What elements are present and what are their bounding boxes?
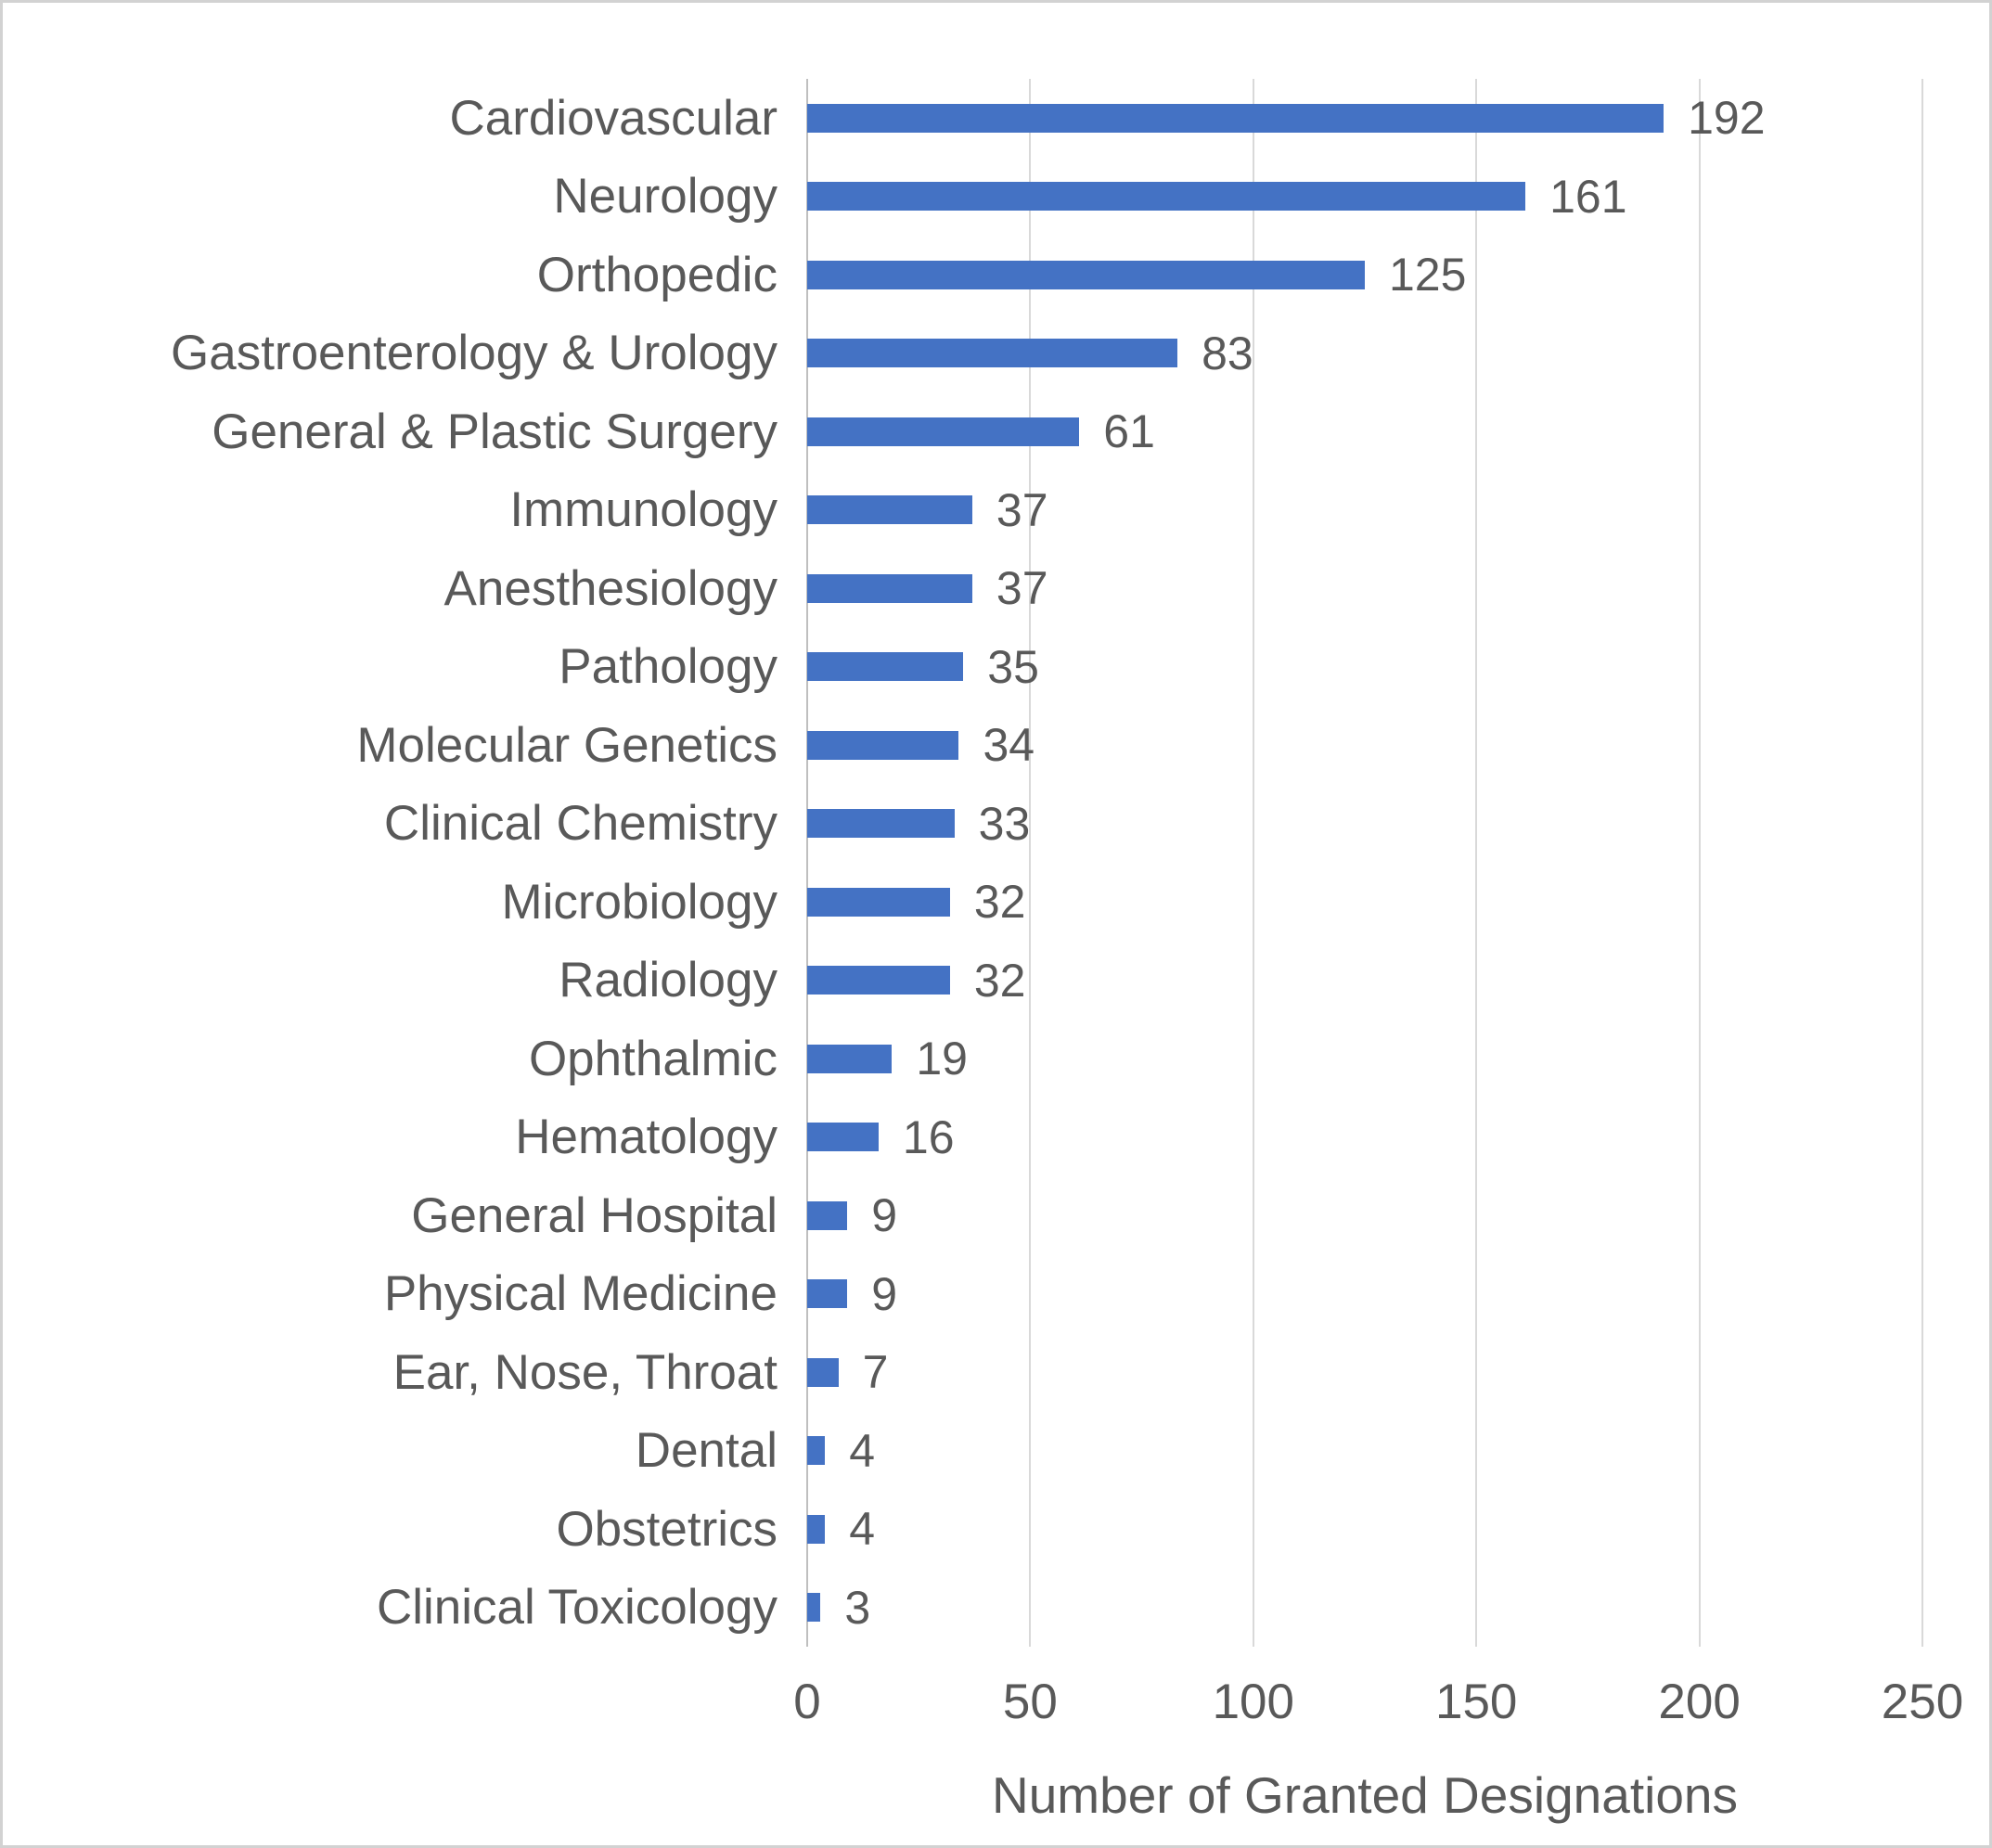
- category-label: Pathology: [559, 639, 778, 695]
- x-tick-label: 150: [1434, 1675, 1518, 1729]
- category-label: Orthopedic: [536, 247, 778, 302]
- data-label: 33: [978, 797, 1031, 850]
- x-axis-title: Number of Granted Designations: [991, 1766, 1739, 1824]
- bar: [807, 1044, 893, 1073]
- x-tick-label: 200: [1658, 1675, 1741, 1729]
- category-label: Clinical Chemistry: [383, 796, 778, 852]
- category-label: Anesthesiology: [443, 560, 778, 616]
- bar-row: 9: [807, 1176, 1922, 1255]
- x-tick-label: 250: [1881, 1675, 1964, 1729]
- bar-row: 34: [807, 706, 1922, 785]
- data-label: 9: [871, 1267, 898, 1320]
- x-tick-label: 50: [1002, 1675, 1058, 1729]
- data-label: 4: [849, 1424, 876, 1477]
- gridline-150: [1475, 79, 1478, 1647]
- category-label: General Hospital: [411, 1187, 778, 1243]
- bar-row: 7: [807, 1333, 1922, 1412]
- bar-row: 83: [807, 314, 1922, 393]
- category-label: Gastroenterology & Urology: [171, 326, 778, 381]
- bar: [807, 260, 1365, 289]
- category-axis-labels: Cardiovascular Neurology Orthopedic Gastroe…: [0, 79, 778, 1647]
- bar: [807, 1436, 826, 1466]
- bar: [807, 1593, 821, 1623]
- category-label: Microbiology: [501, 874, 778, 930]
- data-label: 192: [1688, 92, 1766, 145]
- bar-row: 35: [807, 628, 1922, 707]
- x-tick-label: 100: [1212, 1675, 1295, 1729]
- bar: [807, 495, 972, 525]
- data-label: 34: [983, 719, 1035, 772]
- data-label: 37: [996, 562, 1048, 615]
- bar: [807, 966, 950, 995]
- bar: [807, 1279, 848, 1309]
- category-label: Clinical Toxicology: [376, 1580, 778, 1636]
- bar-row: 4: [807, 1412, 1922, 1491]
- bar-row: 125: [807, 236, 1922, 314]
- bar-row: 32: [807, 942, 1922, 1020]
- bar: [807, 1357, 839, 1387]
- bar-row: 3: [807, 1569, 1922, 1648]
- category-label: Obstetrics: [556, 1501, 778, 1557]
- data-label: 32: [973, 954, 1026, 1007]
- bar-row: 37: [807, 471, 1922, 550]
- category-label: Molecular Genetics: [356, 717, 778, 773]
- x-tick-label: 0: [793, 1675, 821, 1729]
- category-label: Ophthalmic: [528, 1031, 778, 1086]
- bar-row: 161: [807, 158, 1922, 237]
- category-label: Cardiovascular: [449, 90, 778, 146]
- bar: [807, 652, 964, 682]
- bar: [807, 573, 972, 603]
- bar: [807, 1123, 879, 1152]
- bar: [807, 182, 1526, 212]
- data-label: 19: [916, 1033, 968, 1085]
- bar-row: 192: [807, 79, 1922, 158]
- bar: [807, 1200, 848, 1230]
- data-label: 4: [849, 1503, 876, 1556]
- bar-row: 9: [807, 1255, 1922, 1334]
- data-label: 9: [871, 1189, 898, 1242]
- data-label: 7: [862, 1346, 889, 1399]
- data-label: 35: [987, 640, 1039, 693]
- bar-row: 32: [807, 863, 1922, 942]
- gridline-200: [1698, 79, 1701, 1647]
- bar: [807, 887, 950, 917]
- gridline-100: [1252, 79, 1254, 1647]
- bar-row: 16: [807, 1098, 1922, 1177]
- data-label: 161: [1549, 170, 1627, 223]
- gridline-50: [1029, 79, 1032, 1647]
- gridline-250: [1921, 79, 1923, 1647]
- category-label: Neurology: [553, 169, 778, 225]
- bar: [807, 1514, 826, 1544]
- data-label: 16: [902, 1110, 955, 1163]
- category-label: Physical Medicine: [383, 1266, 778, 1322]
- category-label: Hematology: [515, 1110, 778, 1165]
- bar: [807, 730, 959, 760]
- bar-row: 33: [807, 785, 1922, 864]
- bar-row: 19: [807, 1020, 1922, 1098]
- category-label: Radiology: [559, 953, 778, 1008]
- bar: [807, 417, 1080, 446]
- value-axis-tick-labels: 0 50 100 150 200 250: [0, 1677, 1992, 1742]
- category-label: Ear, Nose, Throat: [392, 1344, 778, 1400]
- bar: [807, 103, 1664, 133]
- data-label: 32: [973, 876, 1026, 929]
- bar-row: 4: [807, 1490, 1922, 1569]
- data-label: 125: [1389, 249, 1467, 302]
- plot-area: 192 161 125 83 61 37 37 35 34 33 32 32 19 16 9 9 7 4 4 3: [806, 79, 1923, 1648]
- bar: [807, 339, 1178, 368]
- category-label: Immunology: [509, 482, 778, 538]
- category-label: Dental: [635, 1423, 778, 1479]
- bar-row: 37: [807, 549, 1922, 628]
- data-label: 83: [1202, 327, 1253, 379]
- data-label: 37: [996, 483, 1048, 536]
- data-label: 3: [844, 1581, 871, 1634]
- bar: [807, 809, 955, 839]
- category-label: General & Plastic Surgery: [212, 404, 778, 459]
- bar-row: 61: [807, 392, 1922, 471]
- value-axis-line: [806, 79, 808, 1647]
- data-label: 61: [1103, 405, 1155, 458]
